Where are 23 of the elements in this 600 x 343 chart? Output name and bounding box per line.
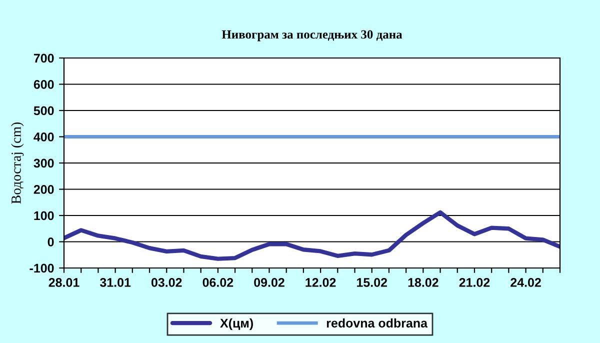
x-tick-label: 09.02 [254, 278, 284, 287]
y-tick-label: -100 [30, 264, 54, 273]
x-tick-label: 31.01 [100, 278, 131, 287]
y-tick-label: 700 [34, 54, 54, 63]
legend-label: redovna odbrana [326, 318, 428, 328]
x-tick-label: 15.02 [357, 278, 388, 287]
x-tick-label: 12.02 [306, 278, 336, 287]
y-tick-label: 0 [48, 238, 54, 246]
x-tick-label: 06.02 [202, 278, 234, 287]
y-tick-label: 600 [34, 80, 54, 89]
y-tick-label: 500 [34, 106, 54, 116]
x-tick-label: 21.02 [459, 278, 490, 287]
y-tick-label: 300 [34, 158, 54, 168]
chart-title: Нивограм за последњих 30 дана [222, 30, 402, 42]
y-tick-label: 200 [34, 185, 54, 194]
y-tick-label: 100 [34, 211, 54, 220]
x-tick-label: 24.02 [510, 278, 541, 287]
y-axis-title: Водостај (cm) [11, 122, 24, 204]
x-tick-label: 28.01 [48, 278, 80, 287]
x-tick-label: 03.02 [151, 278, 182, 287]
x-tick-label: 18.02 [408, 278, 438, 287]
y-tick-label: 400 [34, 132, 54, 142]
legend-label: X(цм) [220, 318, 253, 330]
